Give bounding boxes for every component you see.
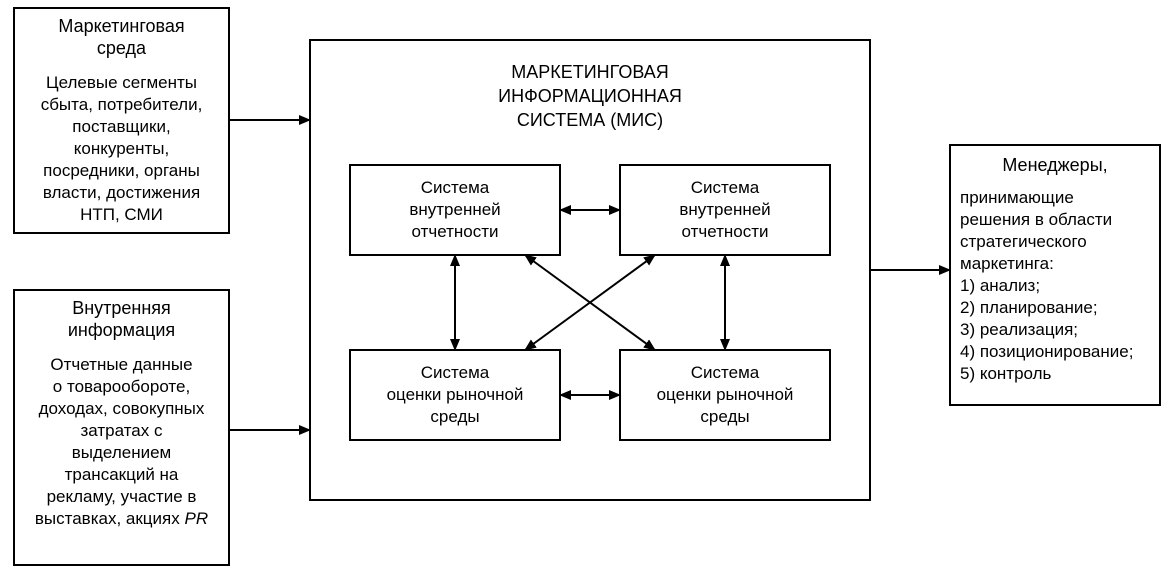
box-body-line: 2) планирование; — [960, 298, 1098, 317]
box-body-line: сбыта, потребители, — [41, 95, 203, 114]
inner-box-line: отчетности — [681, 222, 768, 241]
inner-box-line: отчетности — [411, 222, 498, 241]
box-body-line: конкуренты, — [74, 139, 169, 158]
center-title-line: МАРКЕТИНГОВАЯ — [511, 62, 669, 82]
box-body-line: НТП, СМИ — [80, 205, 163, 224]
box-body-line: власти, достижения — [43, 183, 200, 202]
inner-box-line: внутренней — [409, 200, 500, 219]
box-title: Маркетинговая — [58, 16, 184, 36]
box-body-line: 1) анализ; — [960, 276, 1040, 295]
box-body-line: поставщики, — [72, 117, 170, 136]
box-inner-tr: Система внутренней отчетности — [620, 165, 830, 255]
box-body-line: выделением — [72, 443, 171, 462]
box-inner-br: Система оценки рыночной среды — [620, 350, 830, 440]
box-body-line: выставках, акциях PR — [35, 509, 208, 528]
box-body-line: Отчетные данные — [50, 355, 192, 374]
inner-box-line: среды — [430, 407, 479, 426]
center-title-line: СИСТЕМА (МИС) — [517, 110, 663, 130]
box-body-line: Целевые сегменты — [46, 73, 197, 92]
inner-box-line: оценки рыночной — [657, 385, 794, 404]
box-body-line: маркетинга: — [960, 254, 1054, 273]
diagram-canvas: Маркетинговаясреда Целевые сегменты сбыта,… — [0, 0, 1174, 581]
inner-box-line: Система — [421, 178, 490, 197]
box-body-line: принимающие — [960, 188, 1074, 207]
box-body-line: трансакций на — [65, 465, 179, 484]
box-title: среда — [97, 38, 147, 58]
box-right: Менеджеры, принимающие решения в области ст… — [950, 145, 1160, 405]
box-title: Менеджеры, — [1002, 155, 1107, 175]
box-body-line: рекламу, участие в — [47, 487, 197, 506]
center-title-line: ИНФОРМАЦИОННАЯ — [498, 86, 682, 106]
box-body-line: стратегического — [960, 232, 1087, 251]
box-body-line: решения в области — [960, 210, 1112, 229]
box-body-line: 5) контроль — [960, 364, 1052, 383]
box-title: информация — [68, 320, 175, 340]
inner-box-line: Система — [691, 363, 760, 382]
box-inner-bl: Система оценки рыночной среды — [350, 350, 560, 440]
box-left-top: Маркетинговаясреда Целевые сегменты сбыта,… — [14, 8, 229, 233]
box-body-line: о товарообороте, — [53, 377, 190, 396]
inner-box-line: среды — [700, 407, 749, 426]
box-body-line: 4) позиционирование; — [960, 342, 1133, 361]
box-body-line: доходах, совокупных — [39, 399, 205, 418]
box-body-line: посредники, органы — [43, 161, 200, 180]
box-title: Внутренняя — [72, 298, 171, 318]
inner-box-line: оценки рыночной — [387, 385, 524, 404]
box-inner-tl: Система внутренней отчетности — [350, 165, 560, 255]
inner-box-line: Система — [691, 178, 760, 197]
box-left-bottom: Внутренняяинформация Отчетные данные о тов… — [14, 290, 229, 565]
inner-box-line: Система — [421, 363, 490, 382]
box-body-line: затратах с — [81, 421, 163, 440]
box-body-line: 3) реализация; — [960, 320, 1078, 339]
inner-box-line: внутренней — [679, 200, 770, 219]
